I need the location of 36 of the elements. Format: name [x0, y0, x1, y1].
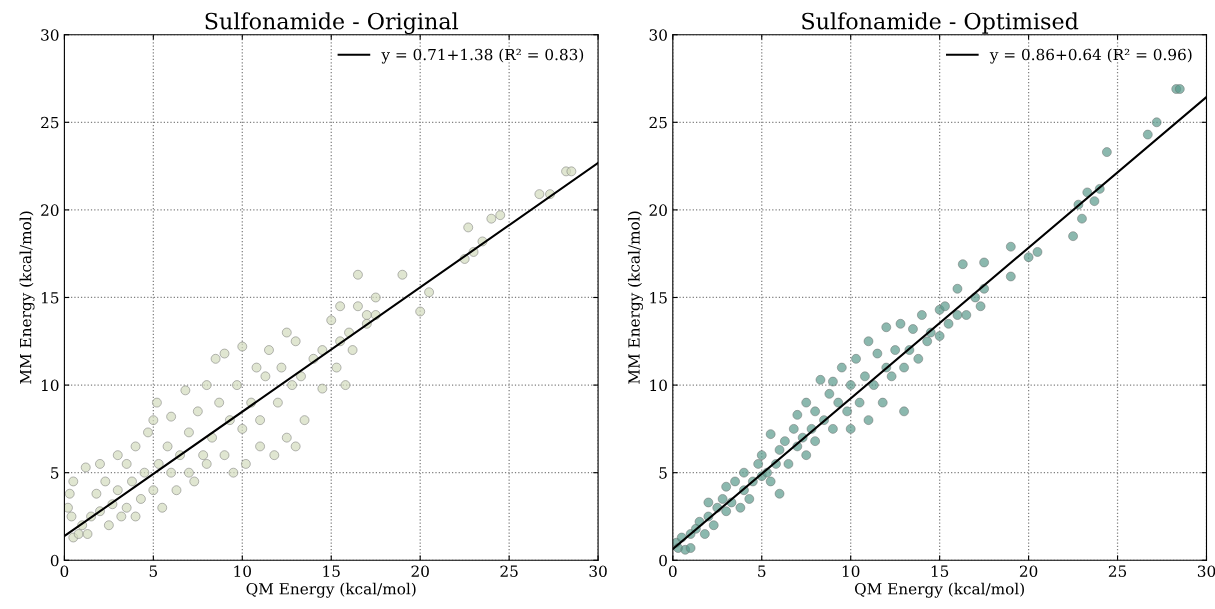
x-axis-title: QM Energy (kcal/mol) — [854, 582, 1024, 598]
y-tick-label: 5 — [51, 467, 59, 479]
y-tick-label: 25 — [649, 116, 667, 129]
y-tick-label: 20 — [41, 204, 59, 216]
x-tick-label: 20 — [1019, 565, 1038, 577]
y-tick-label: 5 — [659, 467, 667, 479]
y-tick-label: 0 — [659, 554, 667, 567]
x-tick-label: 15 — [931, 565, 949, 577]
x-tick-label: 30 — [589, 565, 607, 577]
x-tick-label: 5 — [758, 565, 766, 577]
y-axis-title: MM Energy (kcal/mol) — [627, 211, 643, 384]
y-tick-label: 30 — [41, 29, 59, 41]
x-tick-label: 15 — [323, 565, 340, 577]
x-tick-label: 5 — [149, 565, 158, 577]
y-tick-label: 15 — [41, 291, 59, 304]
y-tick-label: 0 — [50, 554, 59, 567]
x-tick-label: 25 — [500, 565, 518, 577]
x-tick-label: 10 — [842, 565, 860, 577]
x-tick-label: 25 — [1108, 565, 1127, 577]
y-tick-label: 30 — [649, 29, 667, 41]
chart-title: Sulfonamide - Optimised — [802, 12, 1079, 34]
x-tick-label: 0 — [60, 565, 69, 577]
x-tick-label: 10 — [234, 565, 251, 577]
chart-title: Sulfonamide - Original — [205, 12, 459, 35]
x-tick-label: 20 — [411, 565, 429, 577]
y-tick-label: 10 — [650, 379, 667, 392]
x-tick-label: 30 — [1197, 565, 1215, 577]
legend-label: y = 0.71+1.38 (R² = 0.83) — [381, 48, 584, 64]
y-tick-label: 15 — [650, 291, 667, 304]
y-axis-title: MM Energy (kcal/mol) — [19, 211, 35, 384]
x-tick-label: 0 — [668, 565, 677, 577]
legend-label: y = 0.86+0.64 (R² = 0.96) — [989, 48, 1192, 64]
y-tick-label: 20 — [649, 204, 667, 216]
y-tick-label: 10 — [41, 379, 59, 392]
y-tick-label: 25 — [41, 116, 59, 129]
x-axis-title: QM Energy (kcal/mol) — [246, 582, 416, 598]
